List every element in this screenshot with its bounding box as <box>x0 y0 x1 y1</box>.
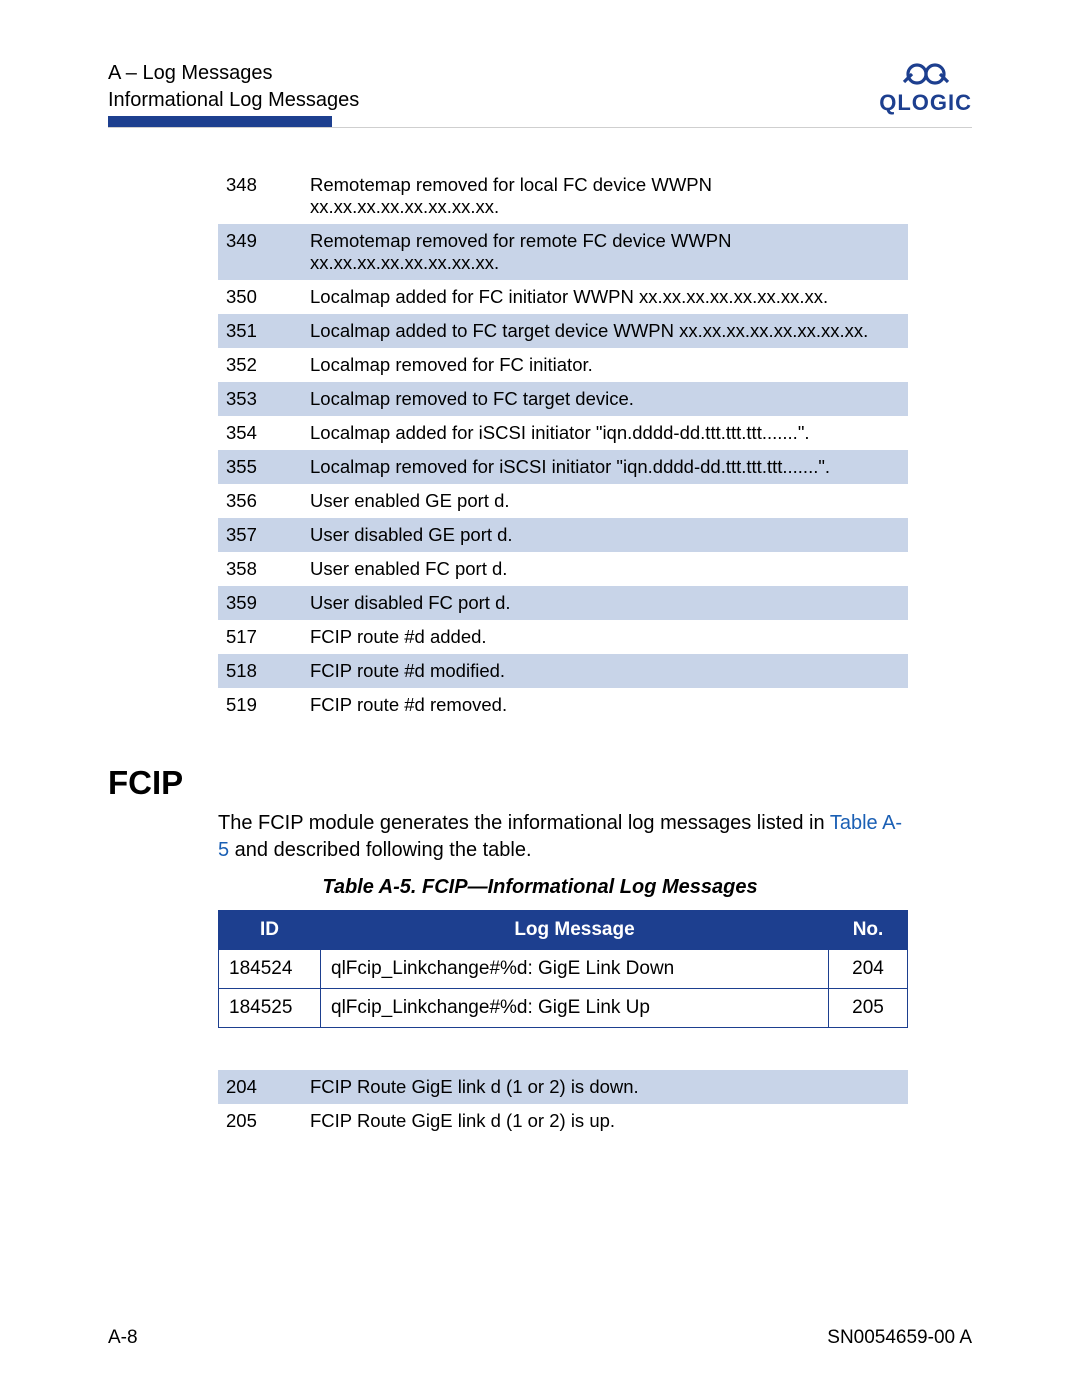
table-row: 348Remotemap removed for local FC device… <box>218 168 908 224</box>
table-row: 359User disabled FC port d. <box>218 586 908 620</box>
row-msg: Localmap removed for FC initiator. <box>310 354 898 376</box>
cell-id: 184524 <box>219 950 321 988</box>
page-header: A – Log Messages Informational Log Messa… <box>108 60 972 116</box>
row-id: 205 <box>218 1110 310 1132</box>
col-id: ID <box>219 911 321 949</box>
row-msg: Localmap added for FC initiator WWPN xx.… <box>310 286 898 308</box>
header-line2: Informational Log Messages <box>108 87 359 114</box>
row-id: 348 <box>218 174 310 218</box>
row-msg: User enabled FC port d. <box>310 558 898 580</box>
row-id: 350 <box>218 286 310 308</box>
table-row: 349Remotemap removed for remote FC devic… <box>218 224 908 280</box>
row-msg: Remotemap removed for remote FC device W… <box>310 230 898 274</box>
footer-page-number: A-8 <box>108 1327 138 1349</box>
cell-msg: qlFcip_Linkchange#%d: GigE Link Up <box>321 989 829 1027</box>
table-row: 352Localmap removed for FC initiator. <box>218 348 908 382</box>
col-no: No. <box>829 911 907 949</box>
row-msg: User disabled FC port d. <box>310 592 898 614</box>
table-row: 355Localmap removed for iSCSI initiator … <box>218 450 908 484</box>
table-row: 204FCIP Route GigE link d (1 or 2) is do… <box>218 1070 908 1104</box>
row-id: 354 <box>218 422 310 444</box>
table-caption: Table A-5. FCIP—Informational Log Messag… <box>0 876 1080 899</box>
fcip-descriptions-table: 204FCIP Route GigE link d (1 or 2) is do… <box>218 1070 908 1138</box>
row-id: 358 <box>218 558 310 580</box>
row-id: 359 <box>218 592 310 614</box>
body-post: and described following the table. <box>229 839 531 861</box>
table-row: 356User enabled GE port d. <box>218 484 908 518</box>
row-msg: Remotemap removed for local FC device WW… <box>310 174 898 218</box>
header-rule <box>108 127 972 128</box>
row-id: 204 <box>218 1076 310 1098</box>
header-text: A – Log Messages Informational Log Messa… <box>108 60 359 114</box>
table-row: 184525 qlFcip_Linkchange#%d: GigE Link U… <box>219 988 907 1027</box>
row-msg: Localmap removed for iSCSI initiator "iq… <box>310 456 898 478</box>
row-id: 355 <box>218 456 310 478</box>
row-id: 518 <box>218 660 310 682</box>
log-messages-table: 348Remotemap removed for local FC device… <box>218 168 908 722</box>
cell-no: 205 <box>829 989 907 1027</box>
brand-logo-text: QLOGIC <box>879 90 972 116</box>
table-row: 350Localmap added for FC initiator WWPN … <box>218 280 908 314</box>
table-row: 358User enabled FC port d. <box>218 552 908 586</box>
table-row: 354Localmap added for iSCSI initiator "i… <box>218 416 908 450</box>
brand-logo: QLOGIC <box>879 60 972 116</box>
row-msg: FCIP Route GigE link d (1 or 2) is up. <box>310 1110 898 1132</box>
row-id: 351 <box>218 320 310 342</box>
table-row: 517FCIP route #d added. <box>218 620 908 654</box>
row-msg: FCIP route #d added. <box>310 626 898 648</box>
cell-no: 204 <box>829 950 907 988</box>
col-logmsg: Log Message <box>321 911 829 949</box>
row-id: 349 <box>218 230 310 274</box>
section-heading: FCIP <box>108 764 183 802</box>
row-msg: FCIP route #d removed. <box>310 694 898 716</box>
row-id: 352 <box>218 354 310 376</box>
table-row: 353Localmap removed to FC target device. <box>218 382 908 416</box>
row-msg: Localmap removed to FC target device. <box>310 388 898 410</box>
section-body: The FCIP module generates the informatio… <box>218 810 908 864</box>
table-row: 351Localmap added to FC target device WW… <box>218 314 908 348</box>
row-msg: User enabled GE port d. <box>310 490 898 512</box>
table-row: 205FCIP Route GigE link d (1 or 2) is up… <box>218 1104 908 1138</box>
header-accent-bar <box>108 116 332 127</box>
row-msg: FCIP Route GigE link d (1 or 2) is down. <box>310 1076 898 1098</box>
row-msg: FCIP route #d modified. <box>310 660 898 682</box>
table-row: 184524 qlFcip_Linkchange#%d: GigE Link D… <box>219 949 907 988</box>
row-id: 517 <box>218 626 310 648</box>
table-row: 519FCIP route #d removed. <box>218 688 908 722</box>
row-id: 519 <box>218 694 310 716</box>
header-line1: A – Log Messages <box>108 60 359 87</box>
row-msg: Localmap added for iSCSI initiator "iqn.… <box>310 422 898 444</box>
row-msg: Localmap added to FC target device WWPN … <box>310 320 898 342</box>
fcip-table: ID Log Message No. 184524 qlFcip_Linkcha… <box>218 910 908 1028</box>
page: A – Log Messages Informational Log Messa… <box>0 0 1080 1397</box>
row-msg: User disabled GE port d. <box>310 524 898 546</box>
row-id: 357 <box>218 524 310 546</box>
row-id: 356 <box>218 490 310 512</box>
table-row: 357User disabled GE port d. <box>218 518 908 552</box>
fcip-table-header: ID Log Message No. <box>219 911 907 949</box>
cell-id: 184525 <box>219 989 321 1027</box>
body-pre: The FCIP module generates the informatio… <box>218 812 830 834</box>
row-id: 353 <box>218 388 310 410</box>
table-row: 518FCIP route #d modified. <box>218 654 908 688</box>
footer-doc-number: SN0054659-00 A <box>827 1327 972 1349</box>
cell-msg: qlFcip_Linkchange#%d: GigE Link Down <box>321 950 829 988</box>
qlogic-icon <box>898 60 954 88</box>
